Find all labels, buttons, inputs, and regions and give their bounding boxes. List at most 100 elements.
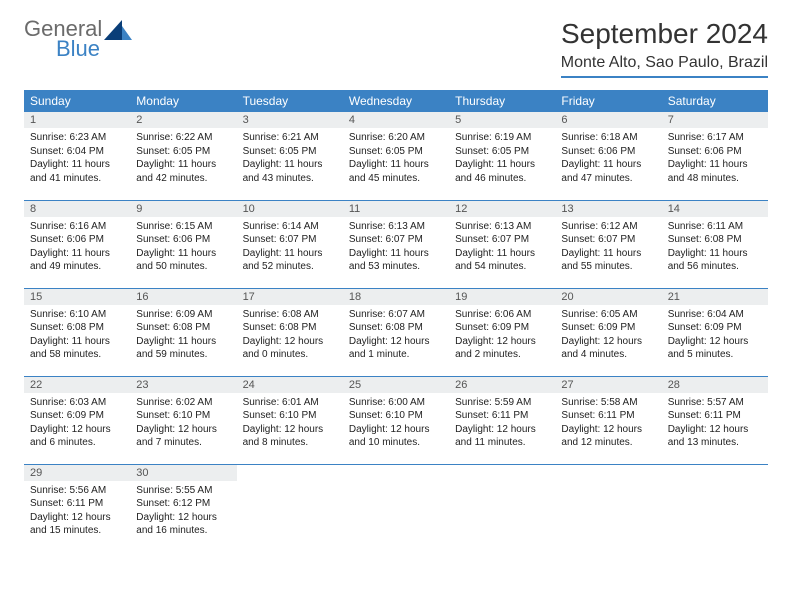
daylight-text: Daylight: 11 hours and 43 minutes. — [243, 158, 337, 185]
calendar-cell: 2Sunrise: 6:22 AMSunset: 6:05 PMDaylight… — [130, 112, 236, 200]
day-content: Sunrise: 6:13 AMSunset: 6:07 PMDaylight:… — [449, 217, 555, 280]
sunset-text: Sunset: 6:05 PM — [455, 145, 549, 159]
sunset-text: Sunset: 6:08 PM — [243, 321, 337, 335]
logo-text: General Blue — [24, 18, 102, 60]
sunrise-text: Sunrise: 6:12 AM — [561, 220, 655, 234]
day-content: Sunrise: 6:16 AMSunset: 6:06 PMDaylight:… — [24, 217, 130, 280]
sunset-text: Sunset: 6:08 PM — [349, 321, 443, 335]
day-content: Sunrise: 6:23 AMSunset: 6:04 PMDaylight:… — [24, 128, 130, 191]
sunrise-text: Sunrise: 6:13 AM — [349, 220, 443, 234]
sunrise-text: Sunrise: 6:02 AM — [136, 396, 230, 410]
day-content: Sunrise: 5:55 AMSunset: 6:12 PMDaylight:… — [130, 481, 236, 544]
day-number: 26 — [449, 377, 555, 393]
sunrise-text: Sunrise: 6:03 AM — [30, 396, 124, 410]
daylight-text: Daylight: 11 hours and 46 minutes. — [455, 158, 549, 185]
weekday-header: Wednesday — [343, 90, 449, 112]
sunrise-text: Sunrise: 6:17 AM — [668, 131, 762, 145]
daylight-text: Daylight: 12 hours and 11 minutes. — [455, 423, 549, 450]
day-content: Sunrise: 6:22 AMSunset: 6:05 PMDaylight:… — [130, 128, 236, 191]
title-block: September 2024 Monte Alto, Sao Paulo, Br… — [561, 18, 768, 78]
day-number: 2 — [130, 112, 236, 128]
day-number: 18 — [343, 289, 449, 305]
day-number: 23 — [130, 377, 236, 393]
sunset-text: Sunset: 6:06 PM — [561, 145, 655, 159]
day-number: 11 — [343, 201, 449, 217]
day-content: Sunrise: 6:01 AMSunset: 6:10 PMDaylight:… — [237, 393, 343, 456]
sunrise-text: Sunrise: 5:56 AM — [30, 484, 124, 498]
calendar-cell: 30Sunrise: 5:55 AMSunset: 6:12 PMDayligh… — [130, 464, 236, 552]
calendar-row: 1Sunrise: 6:23 AMSunset: 6:04 PMDaylight… — [24, 112, 768, 200]
sunrise-text: Sunrise: 5:58 AM — [561, 396, 655, 410]
day-content: Sunrise: 6:06 AMSunset: 6:09 PMDaylight:… — [449, 305, 555, 368]
day-content: Sunrise: 6:04 AMSunset: 6:09 PMDaylight:… — [662, 305, 768, 368]
calendar-cell — [449, 464, 555, 552]
sunset-text: Sunset: 6:09 PM — [30, 409, 124, 423]
day-content: Sunrise: 6:17 AMSunset: 6:06 PMDaylight:… — [662, 128, 768, 191]
sunset-text: Sunset: 6:07 PM — [561, 233, 655, 247]
day-number: 20 — [555, 289, 661, 305]
day-number: 7 — [662, 112, 768, 128]
daylight-text: Daylight: 11 hours and 52 minutes. — [243, 247, 337, 274]
day-number: 24 — [237, 377, 343, 393]
sunrise-text: Sunrise: 6:08 AM — [243, 308, 337, 322]
calendar-cell: 13Sunrise: 6:12 AMSunset: 6:07 PMDayligh… — [555, 200, 661, 288]
calendar-cell: 6 Sunrise: 6:18 AMSunset: 6:06 PMDaylight… — [555, 112, 661, 200]
day-number: 30 — [130, 465, 236, 481]
daylight-text: Daylight: 12 hours and 8 minutes. — [243, 423, 337, 450]
day-content: Sunrise: 6:09 AMSunset: 6:08 PMDaylight:… — [130, 305, 236, 368]
calendar-cell: 8Sunrise: 6:16 AMSunset: 6:06 PMDaylight… — [24, 200, 130, 288]
daylight-text: Daylight: 12 hours and 0 minutes. — [243, 335, 337, 362]
calendar-cell: 24Sunrise: 6:01 AMSunset: 6:10 PMDayligh… — [237, 376, 343, 464]
day-content: Sunrise: 6:12 AMSunset: 6:07 PMDaylight:… — [555, 217, 661, 280]
calendar-cell: 16Sunrise: 6:09 AMSunset: 6:08 PMDayligh… — [130, 288, 236, 376]
sunrise-text: Sunrise: 6:23 AM — [30, 131, 124, 145]
day-number: 15 — [24, 289, 130, 305]
sunset-text: Sunset: 6:10 PM — [243, 409, 337, 423]
sunset-text: Sunset: 6:11 PM — [455, 409, 549, 423]
day-content: Sunrise: 6:21 AMSunset: 6:05 PMDaylight:… — [237, 128, 343, 191]
day-number: 27 — [555, 377, 661, 393]
calendar-table: SundayMondayTuesdayWednesdayThursdayFrid… — [24, 90, 768, 552]
day-content: Sunrise: 6:03 AMSunset: 6:09 PMDaylight:… — [24, 393, 130, 456]
sunrise-text: Sunrise: 6:04 AM — [668, 308, 762, 322]
day-content: Sunrise: 6:20 AMSunset: 6:05 PMDaylight:… — [343, 128, 449, 191]
sunrise-text: Sunrise: 6:19 AM — [455, 131, 549, 145]
calendar-cell: 28Sunrise: 5:57 AMSunset: 6:11 PMDayligh… — [662, 376, 768, 464]
sunset-text: Sunset: 6:04 PM — [30, 145, 124, 159]
daylight-text: Daylight: 11 hours and 54 minutes. — [455, 247, 549, 274]
day-number: 1 — [24, 112, 130, 128]
calendar-cell — [237, 464, 343, 552]
weekday-header: Tuesday — [237, 90, 343, 112]
sunset-text: Sunset: 6:06 PM — [30, 233, 124, 247]
sunset-text: Sunset: 6:10 PM — [136, 409, 230, 423]
calendar-row: 8Sunrise: 6:16 AMSunset: 6:06 PMDaylight… — [24, 200, 768, 288]
sunset-text: Sunset: 6:11 PM — [30, 497, 124, 511]
daylight-text: Daylight: 12 hours and 5 minutes. — [668, 335, 762, 362]
daylight-text: Daylight: 12 hours and 1 minute. — [349, 335, 443, 362]
day-number: 3 — [237, 112, 343, 128]
calendar-cell: 23Sunrise: 6:02 AMSunset: 6:10 PMDayligh… — [130, 376, 236, 464]
day-number: 25 — [343, 377, 449, 393]
day-number: 19 — [449, 289, 555, 305]
calendar-cell: 21Sunrise: 6:04 AMSunset: 6:09 PMDayligh… — [662, 288, 768, 376]
sunset-text: Sunset: 6:08 PM — [136, 321, 230, 335]
day-content: Sunrise: 6:11 AMSunset: 6:08 PMDaylight:… — [662, 217, 768, 280]
daylight-text: Daylight: 11 hours and 41 minutes. — [30, 158, 124, 185]
daylight-text: Daylight: 11 hours and 47 minutes. — [561, 158, 655, 185]
sunset-text: Sunset: 6:12 PM — [136, 497, 230, 511]
sunrise-text: Sunrise: 6:06 AM — [455, 308, 549, 322]
sunset-text: Sunset: 6:07 PM — [349, 233, 443, 247]
daylight-text: Daylight: 11 hours and 45 minutes. — [349, 158, 443, 185]
day-number: 6 — [555, 112, 661, 128]
sunrise-text: Sunrise: 6:10 AM — [30, 308, 124, 322]
location-text: Monte Alto, Sao Paulo, Brazil — [561, 54, 768, 78]
daylight-text: Daylight: 11 hours and 56 minutes. — [668, 247, 762, 274]
sunrise-text: Sunrise: 6:18 AM — [561, 131, 655, 145]
sunrise-text: Sunrise: 6:14 AM — [243, 220, 337, 234]
daylight-text: Daylight: 12 hours and 4 minutes. — [561, 335, 655, 362]
day-content: Sunrise: 6:00 AMSunset: 6:10 PMDaylight:… — [343, 393, 449, 456]
sunset-text: Sunset: 6:06 PM — [668, 145, 762, 159]
logo: General Blue — [24, 18, 132, 60]
sunrise-text: Sunrise: 5:57 AM — [668, 396, 762, 410]
calendar-cell: 10Sunrise: 6:14 AMSunset: 6:07 PMDayligh… — [237, 200, 343, 288]
